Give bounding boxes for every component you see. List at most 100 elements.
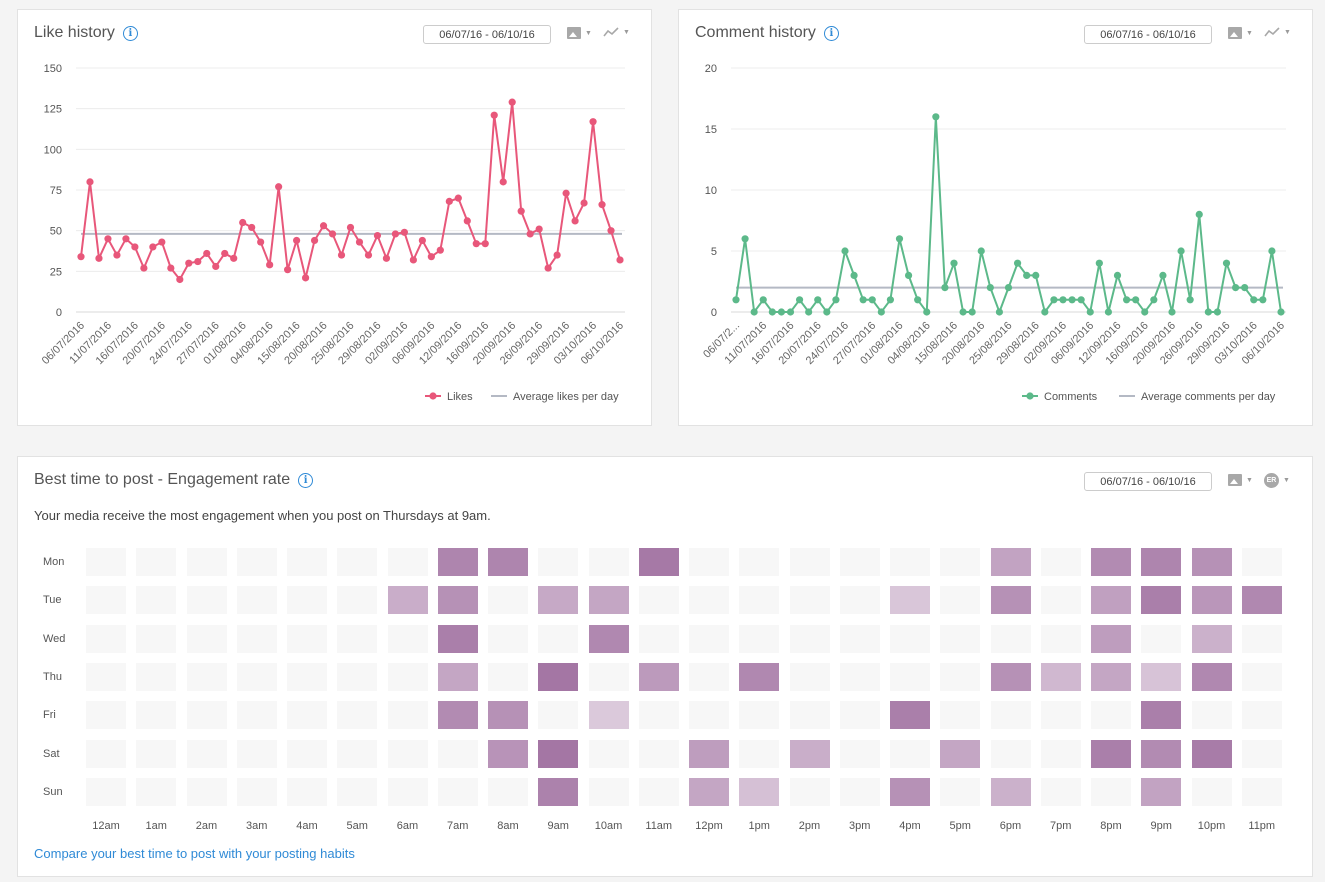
- heatmap-cell[interactable]: [739, 739, 780, 768]
- heatmap-cell[interactable]: [86, 662, 126, 691]
- heatmap-cell[interactable]: [839, 701, 880, 730]
- heatmap-cell[interactable]: [588, 624, 629, 653]
- heatmap-cell[interactable]: [890, 662, 930, 691]
- heatmap-cell[interactable]: [387, 548, 428, 576]
- heatmap-cell[interactable]: [1141, 701, 1182, 730]
- comment-chart-type-button[interactable]: ▼: [1264, 27, 1291, 37]
- heatmap-cell[interactable]: [236, 624, 277, 653]
- heatmap-cell[interactable]: [990, 777, 1031, 806]
- best-metric-button[interactable]: ER ▼: [1264, 473, 1290, 488]
- heatmap-cell[interactable]: [1141, 739, 1182, 768]
- heatmap-cell[interactable]: [789, 624, 830, 653]
- heatmap-cell[interactable]: [588, 662, 629, 691]
- heatmap-cell[interactable]: [689, 662, 729, 691]
- like-date-range-button[interactable]: 06/07/16 - 06/10/16: [423, 25, 551, 44]
- heatmap-cell[interactable]: [588, 777, 629, 806]
- heatmap-cell[interactable]: [1191, 548, 1232, 576]
- heatmap-cell[interactable]: [1241, 624, 1282, 653]
- heatmap-cell[interactable]: [1040, 662, 1081, 691]
- info-icon[interactable]: i: [122, 25, 138, 41]
- heatmap-cell[interactable]: [1141, 548, 1182, 576]
- heatmap-cell[interactable]: [1091, 662, 1131, 691]
- heatmap-cell[interactable]: [839, 586, 880, 615]
- heatmap-cell[interactable]: [1191, 701, 1232, 730]
- heatmap-cell[interactable]: [437, 624, 478, 653]
- heatmap-cell[interactable]: [136, 739, 177, 768]
- heatmap-cell[interactable]: [236, 548, 277, 576]
- heatmap-cell[interactable]: [638, 701, 679, 730]
- heatmap-cell[interactable]: [387, 662, 428, 691]
- heatmap-cell[interactable]: [1241, 739, 1282, 768]
- heatmap-cell[interactable]: [136, 624, 177, 653]
- heatmap-cell[interactable]: [1091, 739, 1131, 768]
- heatmap-cell[interactable]: [990, 739, 1031, 768]
- heatmap-cell[interactable]: [437, 777, 478, 806]
- heatmap-cell[interactable]: [136, 662, 177, 691]
- heatmap-cell[interactable]: [387, 777, 428, 806]
- heatmap-cell[interactable]: [287, 548, 327, 576]
- heatmap-cell[interactable]: [538, 624, 579, 653]
- heatmap-cell[interactable]: [1040, 548, 1081, 576]
- heatmap-cell[interactable]: [1241, 701, 1282, 730]
- heatmap-cell[interactable]: [538, 777, 579, 806]
- heatmap-cell[interactable]: [1191, 624, 1232, 653]
- heatmap-cell[interactable]: [538, 548, 579, 576]
- heatmap-cell[interactable]: [488, 586, 528, 615]
- heatmap-cell[interactable]: [236, 662, 277, 691]
- heatmap-cell[interactable]: [940, 739, 981, 768]
- comment-image-export-button[interactable]: ▼: [1228, 27, 1253, 39]
- heatmap-cell[interactable]: [789, 662, 830, 691]
- heatmap-cell[interactable]: [387, 624, 428, 653]
- heatmap-cell[interactable]: [588, 701, 629, 730]
- heatmap-cell[interactable]: [186, 662, 227, 691]
- heatmap-cell[interactable]: [839, 739, 880, 768]
- heatmap-cell[interactable]: [1241, 662, 1282, 691]
- heatmap-cell[interactable]: [136, 777, 177, 806]
- heatmap-cell[interactable]: [890, 701, 930, 730]
- heatmap-cell[interactable]: [689, 548, 729, 576]
- heatmap-cell[interactable]: [488, 624, 528, 653]
- heatmap-cell[interactable]: [839, 662, 880, 691]
- heatmap-cell[interactable]: [437, 701, 478, 730]
- info-icon[interactable]: i: [823, 25, 839, 41]
- heatmap-cell[interactable]: [638, 739, 679, 768]
- heatmap-cell[interactable]: [437, 662, 478, 691]
- heatmap-cell[interactable]: [186, 548, 227, 576]
- heatmap-cell[interactable]: [940, 586, 981, 615]
- heatmap-cell[interactable]: [940, 624, 981, 653]
- heatmap-cell[interactable]: [86, 739, 126, 768]
- heatmap-cell[interactable]: [1191, 739, 1232, 768]
- heatmap-cell[interactable]: [689, 777, 729, 806]
- heatmap-cell[interactable]: [689, 701, 729, 730]
- heatmap-cell[interactable]: [638, 624, 679, 653]
- heatmap-cell[interactable]: [1091, 586, 1131, 615]
- heatmap-cell[interactable]: [488, 548, 528, 576]
- heatmap-cell[interactable]: [588, 548, 629, 576]
- heatmap-cell[interactable]: [1091, 548, 1131, 576]
- heatmap-cell[interactable]: [287, 662, 327, 691]
- heatmap-cell[interactable]: [437, 548, 478, 576]
- heatmap-cell[interactable]: [839, 624, 880, 653]
- heatmap-cell[interactable]: [287, 739, 327, 768]
- heatmap-cell[interactable]: [789, 586, 830, 615]
- heatmap-cell[interactable]: [136, 586, 177, 615]
- heatmap-cell[interactable]: [689, 624, 729, 653]
- heatmap-cell[interactable]: [86, 586, 126, 615]
- heatmap-cell[interactable]: [739, 777, 780, 806]
- heatmap-cell[interactable]: [538, 662, 579, 691]
- heatmap-cell[interactable]: [86, 701, 126, 730]
- heatmap-cell[interactable]: [186, 624, 227, 653]
- compare-posting-habits-link[interactable]: Compare your best time to post with your…: [34, 846, 355, 861]
- heatmap-cell[interactable]: [890, 548, 930, 576]
- heatmap-cell[interactable]: [890, 739, 930, 768]
- heatmap-cell[interactable]: [1040, 701, 1081, 730]
- heatmap-cell[interactable]: [488, 662, 528, 691]
- heatmap-cell[interactable]: [1191, 777, 1232, 806]
- heatmap-cell[interactable]: [638, 548, 679, 576]
- heatmap-cell[interactable]: [588, 586, 629, 615]
- heatmap-cell[interactable]: [1040, 586, 1081, 615]
- heatmap-cell[interactable]: [739, 701, 780, 730]
- heatmap-cell[interactable]: [940, 777, 981, 806]
- like-chart-type-button[interactable]: ▼: [603, 27, 630, 37]
- heatmap-cell[interactable]: [236, 701, 277, 730]
